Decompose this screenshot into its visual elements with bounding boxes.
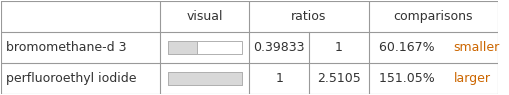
- Text: visual: visual: [186, 10, 222, 23]
- Text: 1: 1: [334, 41, 342, 54]
- Bar: [167, 41, 242, 54]
- Text: smaller: smaller: [453, 41, 499, 54]
- Text: perfluoroethyl iodide: perfluoroethyl iodide: [6, 72, 136, 85]
- Text: bromomethane-d 3: bromomethane-d 3: [6, 41, 127, 54]
- Bar: [167, 72, 242, 85]
- Bar: [167, 41, 197, 54]
- Text: 1: 1: [275, 72, 282, 85]
- Text: 2.5105: 2.5105: [316, 72, 360, 85]
- Text: 0.39833: 0.39833: [253, 41, 304, 54]
- Text: larger: larger: [453, 72, 490, 85]
- Text: 60.167%: 60.167%: [378, 41, 437, 54]
- Text: comparisons: comparisons: [392, 10, 472, 23]
- Text: 151.05%: 151.05%: [378, 72, 437, 85]
- Text: ratios: ratios: [291, 10, 326, 23]
- Bar: [167, 72, 242, 85]
